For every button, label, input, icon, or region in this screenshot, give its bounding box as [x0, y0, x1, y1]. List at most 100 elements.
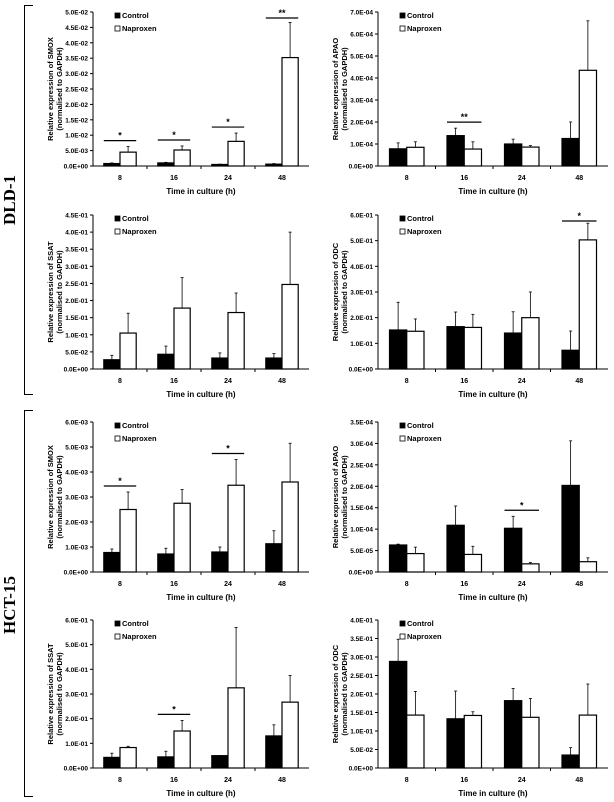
y-tick-label: 0.0E+00	[349, 164, 374, 171]
x-tick-label: 24	[224, 378, 232, 385]
bar-control	[157, 162, 175, 167]
significance-mark: *	[577, 211, 581, 221]
y-axis-label-line: (normalised to GAPDH)	[340, 455, 349, 539]
legend-entry: Control	[122, 11, 149, 20]
legend-entry: Control	[407, 214, 434, 223]
bar-control	[446, 718, 465, 769]
legend-entry: Naproxen	[407, 434, 442, 443]
y-axis-label-line: Relative expression of ODC	[331, 644, 340, 743]
legend-swatch	[114, 25, 121, 32]
y-tick-label: 3.0E-03	[65, 495, 88, 502]
y-axis-label-line: (normalised to GAPDH)	[55, 652, 64, 736]
legend-swatch	[114, 215, 121, 222]
y-tick-label: 3.0E-04	[350, 441, 373, 448]
x-axis-label: Time in culture (h)	[166, 390, 236, 399]
y-tick-label: 1.0E-01	[350, 729, 373, 736]
x-tick-label: 48	[278, 581, 286, 588]
y-axis-label-line: (normalised to GAPDH)	[340, 250, 349, 334]
bar-naproxen	[521, 317, 540, 370]
bar-control	[103, 551, 121, 573]
y-tick-label: 3.5E-01	[350, 636, 373, 643]
y-tick-label: 5.0E-03	[65, 445, 88, 452]
legend-swatch	[399, 620, 406, 627]
x-tick-label: 8	[405, 581, 409, 588]
y-tick-label: 1.0E-01	[65, 332, 88, 339]
bar-naproxen	[173, 149, 191, 167]
x-tick-label: 48	[575, 581, 583, 588]
y-tick-label: 4.0E-01	[65, 230, 88, 237]
y-tick-label: 0.0E+00	[64, 164, 89, 171]
y-tick-label: 3.0E-02	[65, 71, 88, 78]
legend-swatch	[114, 435, 121, 442]
legend-entry: Control	[122, 619, 149, 628]
group-bracket	[24, 5, 33, 395]
y-tick-label: 6.0E-03	[65, 420, 88, 427]
y-tick-label: 4.0E-04	[350, 76, 373, 83]
group-label: DLD-1	[0, 174, 19, 226]
y-tick-label: 4.5E-02	[65, 25, 88, 32]
significance-mark: *	[118, 131, 122, 141]
y-axis-label-line: (normalised to GAPDH)	[55, 250, 64, 334]
bar-control	[211, 357, 229, 370]
x-tick-label: 24	[224, 581, 232, 588]
y-axis-label-line: Relative expression of SSAT	[46, 643, 55, 745]
bar-naproxen	[173, 307, 191, 370]
x-tick-label: 16	[170, 175, 178, 182]
significance-mark: *	[226, 117, 230, 127]
y-tick-label: 2.0E-01	[65, 716, 88, 723]
y-tick-label: 1.0E-01	[350, 341, 373, 348]
x-axis-label: Time in culture (h)	[166, 593, 236, 602]
y-tick-label: 3.0E-01	[65, 264, 88, 271]
bar-control	[503, 332, 523, 370]
y-tick-label: 3.5E-01	[65, 247, 88, 254]
legend-entry: Control	[407, 619, 434, 628]
x-axis-label: Time in culture (h)	[458, 789, 528, 798]
legend-entry: Naproxen	[407, 632, 442, 641]
significance-mark: **	[461, 112, 469, 122]
x-tick-label: 8	[118, 581, 122, 588]
y-tick-label: 0.0E+00	[349, 570, 374, 577]
significance-mark: *	[118, 476, 122, 486]
x-tick-label: 8	[405, 378, 409, 385]
y-tick-label: 7.0E-04	[350, 10, 373, 17]
bar-control	[503, 143, 523, 167]
group-hct15: HCT-15	[0, 405, 20, 802]
bar-control	[388, 329, 408, 370]
significance-mark: *	[226, 444, 230, 454]
legend-swatch	[114, 633, 121, 640]
bar-naproxen	[119, 746, 137, 769]
bar-naproxen	[578, 714, 598, 769]
bar-control	[157, 553, 175, 573]
y-tick-label: 3.0E-04	[350, 98, 373, 105]
bar-chart-2: 0.0E+00 5.0E-02 1.0E-01 1.5E-01 2.0E-01 2.5E-…	[46, 213, 309, 399]
x-tick-label: 24	[518, 378, 526, 385]
legend-entry: Naproxen	[407, 24, 442, 33]
x-tick-label: 24	[224, 777, 232, 784]
bar-naproxen	[281, 56, 299, 167]
x-tick-label: 16	[170, 581, 178, 588]
y-axis-label: Relative expression of ODC(normalised to…	[331, 644, 349, 743]
significance-mark: **	[278, 8, 286, 18]
y-axis-label: Relative expression of SMOX(normalised t…	[46, 37, 64, 141]
bar-chart-3: 0.0E+00 1.0E-01 2.0E-01 3.0E-01 4.0E-01 5.0E-…	[331, 211, 608, 399]
y-tick-label: 0.0E+00	[349, 367, 374, 374]
bar-naproxen	[406, 552, 425, 573]
bar-naproxen	[281, 283, 299, 370]
x-axis-label: Time in culture (h)	[166, 789, 236, 798]
y-tick-label: 2.0E-01	[65, 298, 88, 305]
y-tick-label: 2.0E-02	[65, 102, 88, 109]
legend-swatch	[114, 12, 121, 19]
bar-control	[561, 484, 580, 573]
group-bracket	[24, 410, 33, 797]
y-tick-label: 2.0E-01	[350, 315, 373, 322]
y-tick-label: 5.0E-01	[350, 238, 373, 245]
bar-naproxen	[521, 146, 540, 167]
y-tick-label: 4.0E-02	[65, 40, 88, 47]
bar-control	[561, 349, 580, 370]
bar-control	[388, 660, 408, 769]
bar-control	[103, 359, 121, 370]
x-tick-label: 8	[118, 378, 122, 385]
group-label: HCT-15	[0, 576, 19, 634]
y-axis-label-line: (normalised to GAPDH)	[340, 47, 349, 131]
